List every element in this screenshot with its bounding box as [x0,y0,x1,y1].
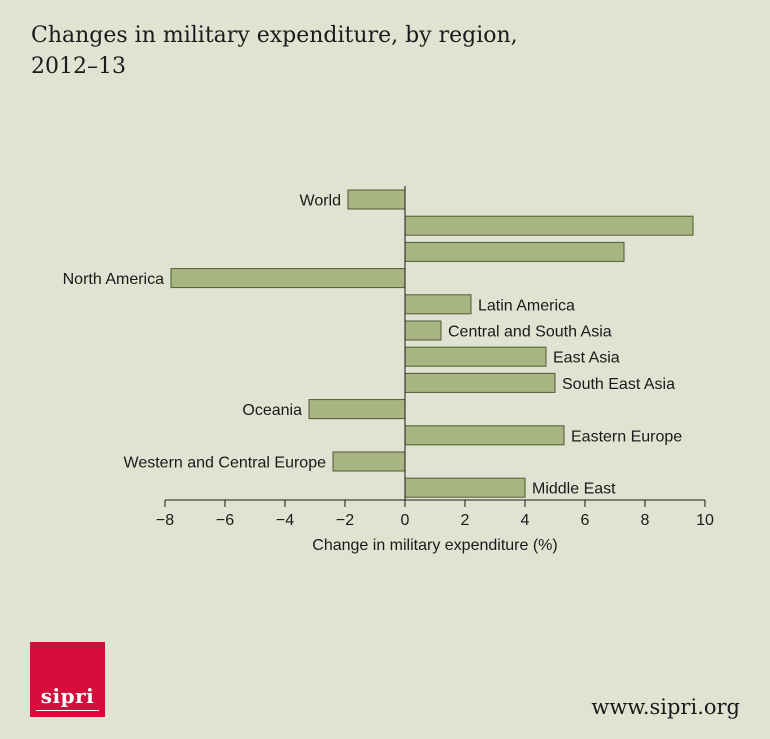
category-labels-group: World North America Latin America Central a… [63,193,683,498]
x-tick-label: 6 [581,512,590,529]
bar-world [347,189,406,210]
bar-central-and-south-asia [404,320,442,341]
category-label: Central and South Asia [448,324,612,341]
bar-unlabeled-2 [404,241,625,262]
logo-rule [36,710,99,711]
category-label: Western and Central Europe [124,455,327,472]
category-label: Middle East [532,481,616,498]
x-axis: −8 −6 −4 −2 0 2 4 6 8 10 [156,499,714,529]
category-label: World [300,193,342,210]
chart-title: Changes in military expenditure, by regi… [31,20,551,82]
x-tick-label: −4 [276,512,294,529]
x-tick-label: 8 [641,512,650,529]
chart-title-line-2: 2012–13 [31,54,126,79]
bar-western-and-central-europe [332,451,406,472]
bars-group [170,189,694,498]
sipri-logo: sipri [30,642,105,717]
category-label: North America [63,271,164,288]
x-tick-label: 4 [521,512,530,529]
x-tick-label: −6 [216,512,234,529]
logo-text: sipri [40,684,95,708]
x-tick-label: 10 [696,512,714,529]
bar-oceania [308,399,406,420]
category-label: Oceania [242,402,302,419]
category-label: South East Asia [562,376,675,393]
bar-north-america [170,268,406,289]
chart-title-line-1: Changes in military expenditure, by regi… [31,23,518,48]
bar-south-east-asia [404,372,556,393]
x-tick-label: 0 [401,512,410,529]
category-label: East Asia [553,350,620,367]
category-label: Latin America [478,297,575,314]
x-axis-title: Change in military expenditure (%) [312,537,557,554]
bar-middle-east [404,477,526,498]
website-url: www.sipri.org [591,695,740,719]
bar-unlabeled-1 [404,215,694,236]
bar-chart: World North America Latin America Central a… [63,186,714,554]
category-label: Eastern Europe [571,428,682,445]
bar-latin-america [404,294,472,315]
bar-east-asia [404,346,547,367]
x-tick-label: −2 [336,512,354,529]
x-tick-label: −8 [156,512,174,529]
bar-eastern-europe [404,425,565,446]
x-tick-label: 2 [461,512,470,529]
